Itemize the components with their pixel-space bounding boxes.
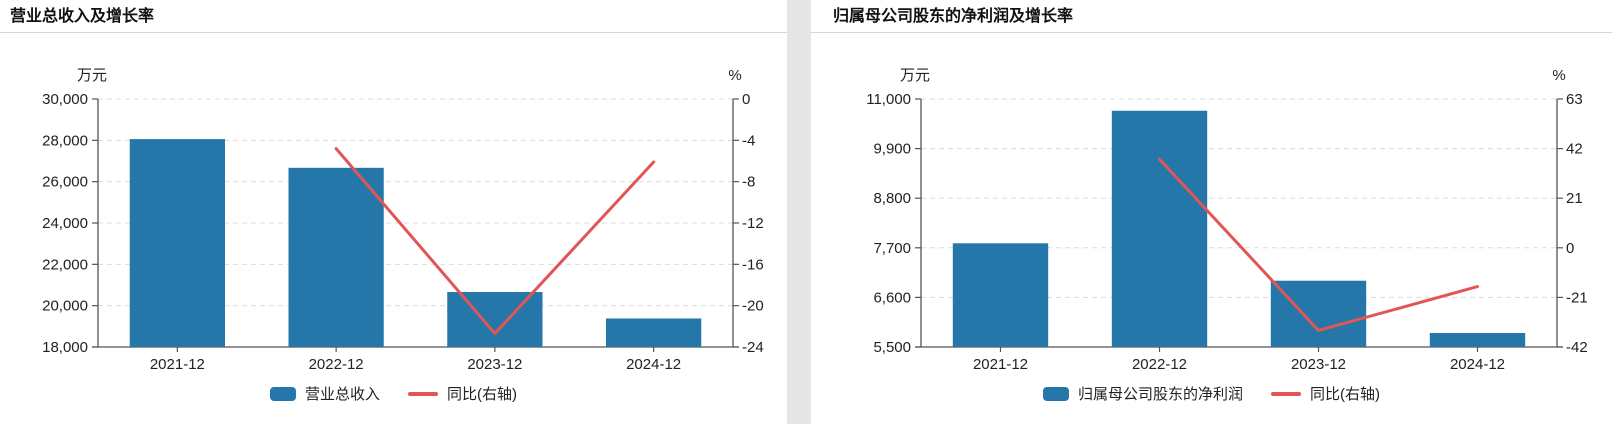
bar-series-legend-label: 归属母公司股东的净利润 (1077, 386, 1243, 403)
line-series-swatch-icon (408, 391, 438, 396)
left-axis-tick-label: 24,000 (42, 215, 88, 232)
bar-2023-12 (1270, 280, 1367, 347)
x-axis-label: 2021-12 (150, 356, 205, 373)
bar-2022-12 (1111, 110, 1208, 347)
revenue-chart-panel: 营业总收入及增长率 30,000 0 28,000 -4 26,000 -8 24,000 -… (0, 0, 787, 424)
line-series-swatch-icon (1271, 391, 1301, 396)
right-axis-tick-label: -21 (1566, 289, 1588, 306)
right-axis-tick-label: 21 (1566, 190, 1583, 207)
legend-item-line-series[interactable]: 同比(右轴) (1271, 383, 1380, 404)
legend-item-bar-series[interactable]: 营业总收入 (269, 383, 380, 404)
right-axis-tick-label: 42 (1566, 141, 1583, 158)
chart-title: 营业总收入及增长率 (0, 0, 787, 33)
bar-2023-12 (447, 292, 543, 347)
x-axis-label: 2022-12 (309, 356, 364, 373)
x-axis-label: 2024-12 (626, 356, 681, 373)
legend-item-line-series[interactable]: 同比(右轴) (408, 383, 517, 404)
bar-2022-12 (288, 167, 384, 347)
right-axis-tick-label: 0 (1566, 240, 1574, 257)
left-axis-tick-label: 26,000 (42, 174, 88, 191)
left-axis-tick-label: 5,500 (873, 339, 911, 356)
left-axis-tick-label: 28,000 (42, 132, 88, 149)
x-axis-label: 2021-12 (973, 356, 1028, 373)
left-axis-unit-label: 万元 (77, 67, 107, 84)
left-axis-tick-label: 30,000 (42, 91, 88, 108)
right-axis-tick-label: -42 (1566, 339, 1588, 356)
line-series-legend-label: 同比(右轴) (1310, 386, 1380, 403)
revenue-chart-canvas: 30,000 0 28,000 -4 26,000 -8 24,000 -12 22,000 -1… (42, 67, 764, 373)
right-axis-tick-label: -8 (742, 174, 755, 191)
chart-legend: 归属母公司股东的净利润 同比(右轴) (811, 378, 1612, 404)
yoy-growth-line (1158, 157, 1479, 332)
bar-2021-12 (129, 139, 225, 347)
left-axis-tick-label: 20,000 (42, 298, 88, 315)
bar-series-swatch-icon (269, 386, 296, 401)
right-axis-tick-label: -12 (742, 215, 764, 232)
bar-2024-12 (606, 318, 702, 347)
bar-series-legend-label: 营业总收入 (304, 386, 380, 403)
x-axis-label: 2024-12 (1450, 356, 1505, 373)
chart-legend: 营业总收入 同比(右轴) (0, 378, 787, 404)
x-axis-label: 2022-12 (1132, 356, 1187, 373)
left-axis-tick-label: 8,800 (873, 190, 911, 207)
x-axis-label: 2023-12 (1291, 356, 1346, 373)
line-series-legend-label: 同比(右轴) (447, 386, 517, 403)
right-axis-tick-label: 0 (742, 91, 750, 108)
right-axis-tick-label: -16 (742, 256, 764, 273)
legend-item-bar-series[interactable]: 归属母公司股东的净利润 (1042, 383, 1243, 404)
net-profit-chart-panel: 归属母公司股东的净利润及增长率 11,000 63 9,900 42 8,800 21 7,… (811, 0, 1612, 424)
left-axis-tick-label: 7,700 (873, 240, 911, 257)
x-axis-label: 2023-12 (467, 356, 522, 373)
chart-title: 归属母公司股东的净利润及增长率 (811, 0, 1612, 33)
right-axis-tick-label: 63 (1566, 91, 1583, 108)
net-profit-chart-canvas: 11,000 63 9,900 42 8,800 21 7,700 0 6,600 -21 5,50… (866, 67, 1588, 373)
right-axis-tick-label: -20 (742, 298, 764, 315)
left-axis-tick-label: 22,000 (42, 256, 88, 273)
left-axis-tick-label: 9,900 (873, 141, 911, 158)
left-axis-tick-label: 11,000 (866, 91, 911, 108)
left-axis-tick-label: 18,000 (42, 339, 88, 356)
right-axis-tick-label: -4 (742, 132, 755, 149)
right-axis-unit-label: % (728, 67, 741, 84)
right-axis-unit-label: % (1552, 67, 1565, 84)
left-axis-tick-label: 6,600 (873, 289, 911, 306)
bar-series-swatch-icon (1042, 386, 1069, 401)
yoy-growth-line (334, 147, 656, 336)
bar-2021-12 (952, 243, 1049, 347)
left-axis-unit-label: 万元 (900, 67, 930, 84)
bar-2024-12 (1429, 333, 1526, 347)
right-axis-tick-label: -24 (742, 339, 764, 356)
